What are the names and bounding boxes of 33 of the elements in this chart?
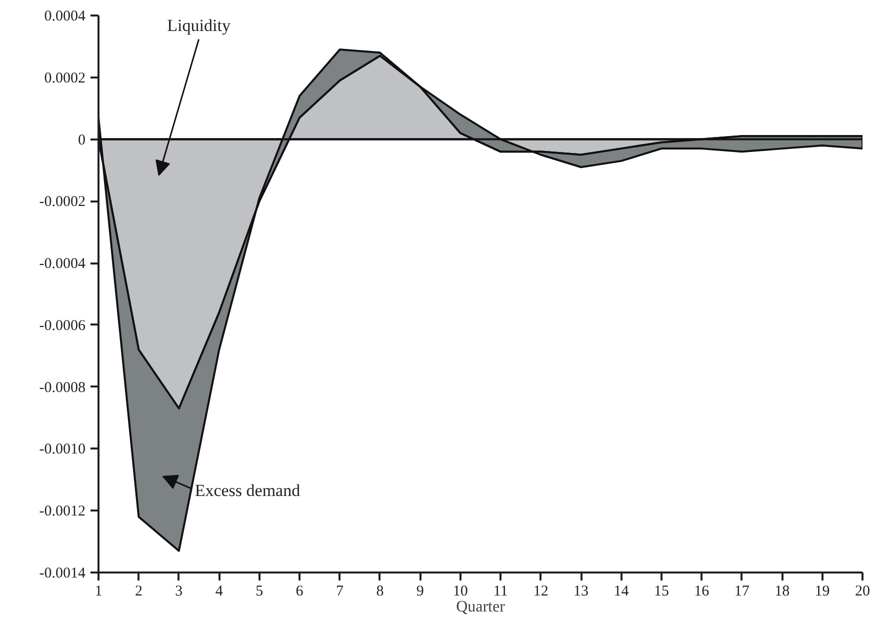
x-tick-label: 9 — [416, 584, 424, 600]
x-tick-label: 3 — [175, 584, 183, 600]
y-tick-label: -0.0008 — [39, 380, 86, 396]
x-tick-label: 10 — [452, 584, 468, 600]
x-tick-label: 8 — [376, 584, 384, 600]
x-tick-label: 5 — [256, 584, 264, 600]
y-tick-label: 0.0002 — [44, 70, 86, 86]
x-tick-label: 2 — [134, 584, 142, 600]
x-tick-label: 19 — [814, 584, 830, 600]
x-tick-label: 20 — [855, 584, 870, 600]
x-tick-label: 18 — [774, 584, 790, 600]
x-tick-label: 16 — [694, 584, 710, 600]
legend-label: Excess demand — [194, 480, 301, 500]
y-tick-label: -0.0014 — [39, 566, 86, 582]
x-axis-title: Quarter — [456, 598, 506, 616]
x-tick-label: 17 — [734, 584, 750, 600]
y-tick-label: 0 — [78, 132, 86, 148]
x-tick-label: 13 — [574, 584, 589, 600]
x-tick-label: 11 — [493, 584, 508, 600]
y-tick-label: -0.0004 — [39, 256, 86, 272]
x-tick-label: 7 — [336, 584, 344, 600]
y-tick-label: -0.0006 — [39, 318, 86, 334]
text: Liquidity — [167, 16, 231, 35]
y-tick-label: -0.0010 — [39, 442, 86, 458]
x-tick-label: 6 — [296, 584, 304, 600]
x-tick-label: 15 — [654, 584, 669, 600]
y-tick-label: 0.0004 — [44, 8, 86, 24]
x-tick-label: 1 — [94, 584, 102, 600]
y-tick-label: -0.0012 — [39, 504, 86, 520]
x-tick-label: 14 — [614, 584, 630, 600]
x-tick-label: 12 — [533, 584, 548, 600]
y-tick-label: -0.0002 — [39, 194, 86, 210]
x-tick-label: 4 — [215, 584, 224, 600]
